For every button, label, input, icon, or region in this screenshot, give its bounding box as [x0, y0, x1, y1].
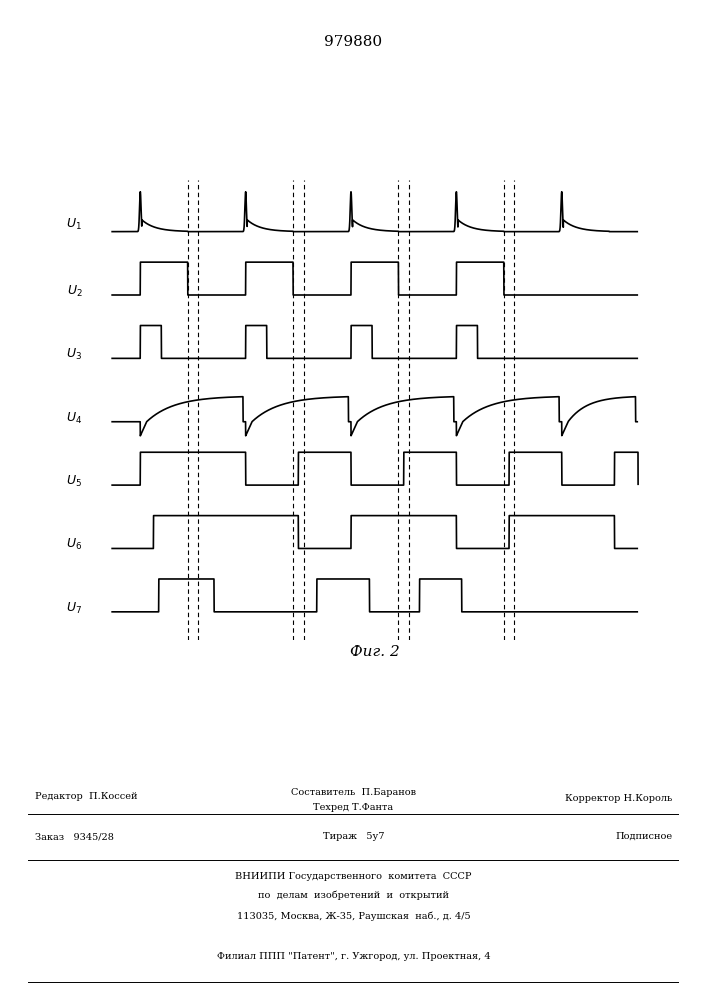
- Text: 113035, Москва, Ж-35, Раушская  наб., д. 4/5: 113035, Москва, Ж-35, Раушская наб., д. …: [237, 912, 470, 921]
- Text: $\it{U}_3$: $\it{U}_3$: [66, 347, 82, 362]
- Text: ВНИИПИ Государственного  комитета  СССР: ВНИИПИ Государственного комитета СССР: [235, 872, 472, 881]
- Text: 979880: 979880: [325, 35, 382, 49]
- Text: Корректор Н.Король: Корректор Н.Король: [565, 794, 672, 803]
- Text: Подписное: Подписное: [615, 832, 672, 841]
- Text: $\it{U}_4$: $\it{U}_4$: [66, 410, 82, 426]
- Text: $\it{U}_5$: $\it{U}_5$: [66, 474, 82, 489]
- Text: Редактор  П.Коссей: Редактор П.Коссей: [35, 792, 137, 801]
- Text: $\it{U}_6$: $\it{U}_6$: [66, 537, 82, 552]
- Text: по  делам  изобретений  и  открытий: по делам изобретений и открытий: [258, 891, 449, 900]
- Text: Филиал ППП "Патент", г. Ужгород, ул. Проектная, 4: Филиал ППП "Патент", г. Ужгород, ул. Про…: [216, 952, 491, 961]
- Text: Фиг. 2: Фиг. 2: [350, 645, 399, 659]
- Text: Тираж   5у7: Тираж 5у7: [323, 832, 384, 841]
- Text: $\it{U}_7$: $\it{U}_7$: [66, 601, 82, 616]
- Text: Заказ   9345/28: Заказ 9345/28: [35, 832, 114, 841]
- Text: Составитель  П.Баранов: Составитель П.Баранов: [291, 788, 416, 797]
- Text: $\it{U}_1$: $\it{U}_1$: [66, 217, 82, 232]
- Text: $\it{U}_2$: $\it{U}_2$: [66, 284, 82, 299]
- Text: Техред Т.Фанта: Техред Т.Фанта: [313, 803, 394, 812]
